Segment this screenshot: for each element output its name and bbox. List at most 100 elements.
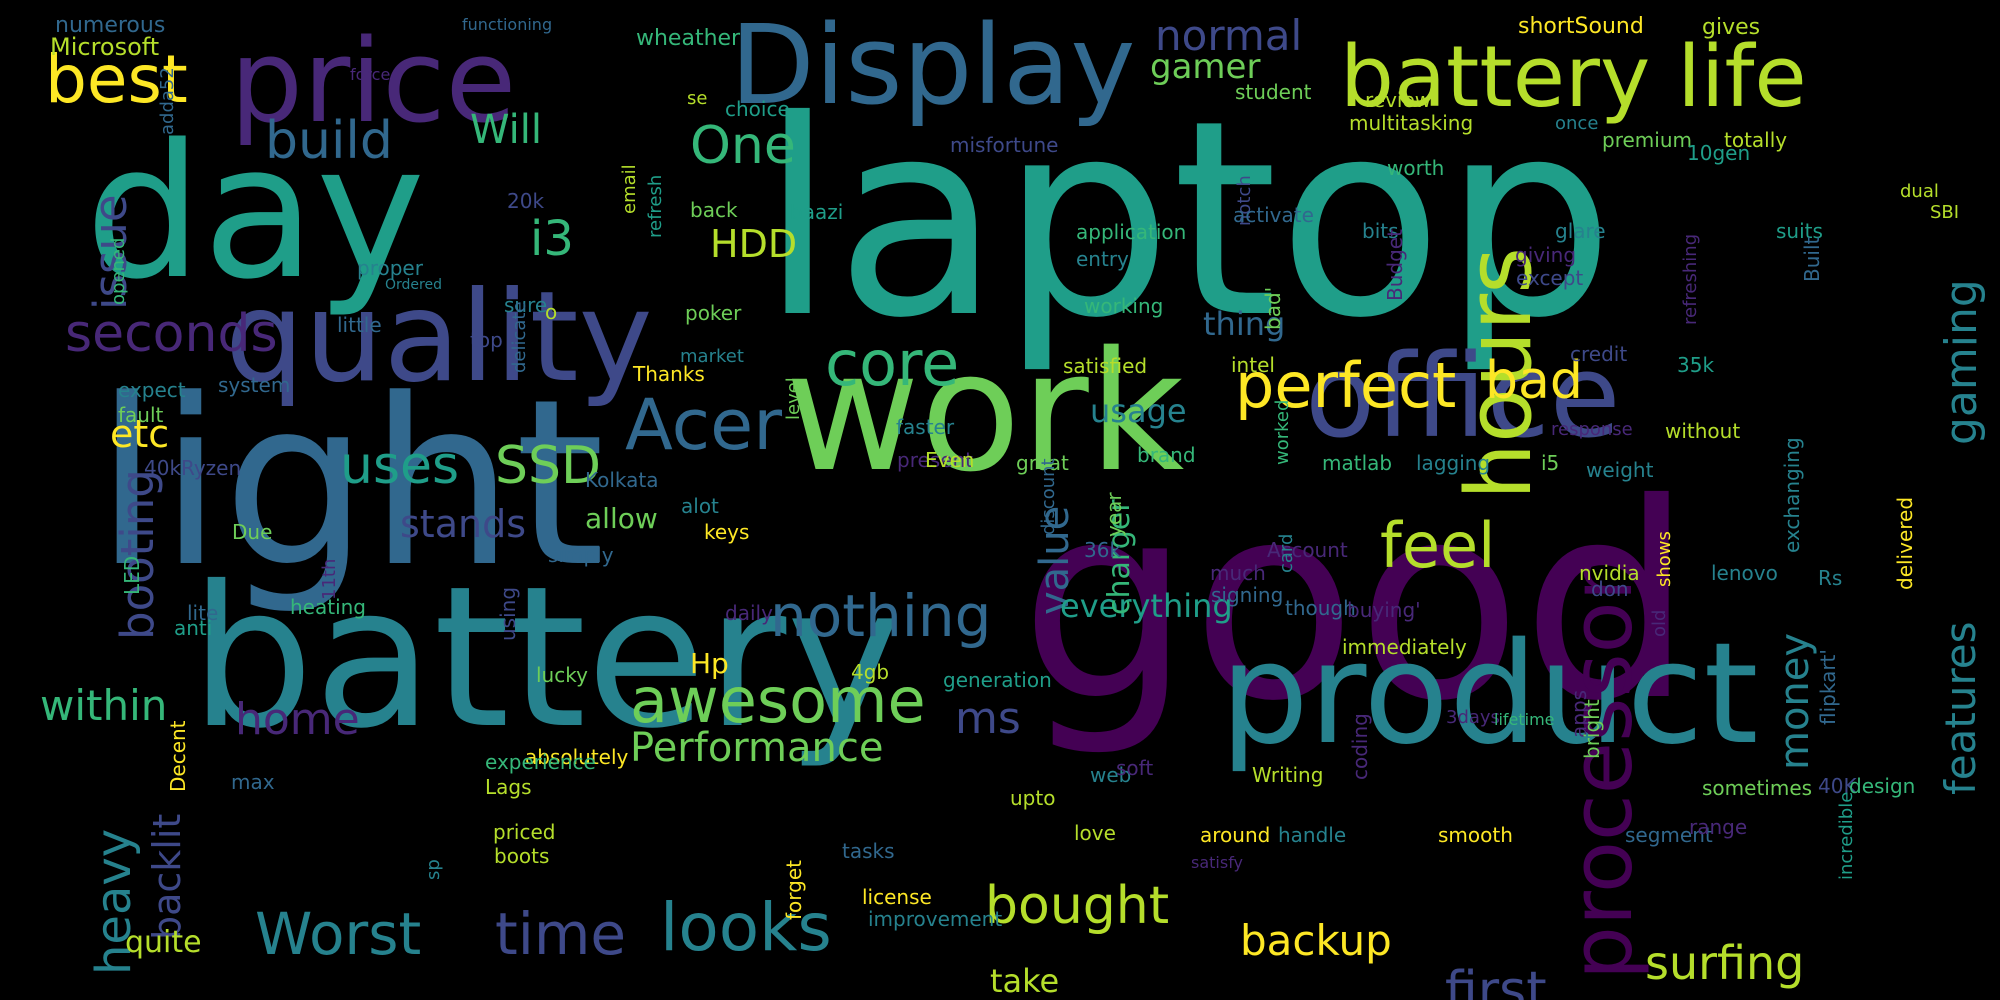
cloud-word: once xyxy=(1555,113,1599,134)
cloud-word: worth xyxy=(1387,156,1445,180)
cloud-word: smooth xyxy=(1438,823,1513,847)
cloud-word: Worst xyxy=(255,900,422,968)
cloud-word: forget xyxy=(782,860,806,920)
cloud-word: application xyxy=(1076,220,1187,244)
cloud-word: max xyxy=(231,770,275,794)
cloud-word: giving xyxy=(1515,243,1577,267)
cloud-word: Microsoft xyxy=(50,33,160,61)
cloud-word: brand xyxy=(1137,443,1196,467)
cloud-word: review xyxy=(1365,88,1432,112)
cloud-word: battery xyxy=(190,544,902,771)
cloud-word: don xyxy=(1591,577,1629,601)
cloud-word: present xyxy=(897,448,974,472)
cloud-word: buying' xyxy=(1347,598,1421,622)
cloud-word: feel xyxy=(1380,509,1496,582)
cloud-word: faster xyxy=(896,415,955,439)
cloud-word: poker xyxy=(685,301,742,325)
cloud-word: i5 xyxy=(1541,451,1560,475)
cloud-word: sure xyxy=(504,293,548,317)
cloud-word: stands xyxy=(400,502,526,546)
cloud-word: shortSound xyxy=(1518,14,1644,39)
cloud-word: level xyxy=(783,377,804,420)
cloud-word: laptop xyxy=(760,62,1615,377)
cloud-word: home xyxy=(235,694,360,745)
cloud-word: processor xyxy=(1553,566,1652,980)
cloud-word: choice xyxy=(725,97,790,121)
cloud-word: Thanks xyxy=(633,362,705,386)
cloud-word: keys xyxy=(704,520,750,544)
cloud-word: 11th xyxy=(319,558,340,600)
cloud-word: credit xyxy=(1570,342,1628,366)
cloud-word: absolutely xyxy=(525,745,629,769)
cloud-word: little xyxy=(337,313,382,337)
cloud-word: anti xyxy=(174,616,213,640)
cloud-word: heating xyxy=(290,595,367,619)
cloud-word: usage xyxy=(1090,392,1187,430)
cloud-word: Lags xyxy=(485,775,532,799)
cloud-word: love xyxy=(1074,821,1116,845)
cloud-word: Display xyxy=(730,1,1136,129)
cloud-word: quality xyxy=(225,265,653,410)
cloud-word: old xyxy=(1649,609,1670,637)
cloud-word: booting xyxy=(111,469,164,640)
cloud-word: Rs xyxy=(1818,566,1843,590)
cloud-word: activate xyxy=(1233,203,1314,227)
cloud-word: gaming xyxy=(1936,279,1987,445)
cloud-word: first xyxy=(1445,961,1547,1000)
cloud-word: LED xyxy=(120,555,144,595)
cloud-word: work xyxy=(785,316,1185,508)
cloud-word: 20k xyxy=(507,189,545,213)
cloud-word: design xyxy=(1849,774,1916,798)
cloud-word: email xyxy=(619,164,640,214)
cloud-word: exchanging xyxy=(1780,437,1804,553)
cloud-word: fault xyxy=(118,403,164,427)
cloud-word: o xyxy=(545,300,558,324)
cloud-word: delicate xyxy=(509,301,530,373)
cloud-word: i3 xyxy=(530,211,574,267)
cloud-word: system xyxy=(218,373,291,397)
cloud-word: time xyxy=(495,900,627,968)
cloud-word: top xyxy=(470,328,503,352)
cloud-word: Acer xyxy=(625,384,782,466)
cloud-word: lifetime xyxy=(1494,710,1555,729)
cloud-word: student xyxy=(1235,80,1312,104)
cloud-word: nothing xyxy=(770,582,992,650)
cloud-word: force xyxy=(350,65,391,84)
cloud-word: entry xyxy=(1076,247,1129,271)
cloud-word: expect xyxy=(118,378,186,402)
cloud-word: upto xyxy=(1010,786,1056,810)
cloud-word: year xyxy=(1102,492,1126,537)
cloud-word: tasks xyxy=(842,839,895,863)
cloud-word: worked xyxy=(1272,399,1293,465)
cloud-word: bad xyxy=(1485,351,1583,411)
cloud-word: Will xyxy=(470,107,543,153)
cloud-word: much xyxy=(1210,561,1266,585)
cloud-word: card xyxy=(1276,533,1297,573)
cloud-word: lite xyxy=(187,601,219,625)
cloud-word: 36k xyxy=(1084,538,1122,562)
cloud-word: back xyxy=(690,198,738,222)
cloud-word: coding xyxy=(1348,713,1372,780)
cloud-word: totally xyxy=(1724,128,1788,152)
cloud-word: immediately xyxy=(1342,635,1467,659)
cloud-word: refresh xyxy=(645,174,666,238)
cloud-word: take xyxy=(990,962,1060,1000)
cloud-word: working xyxy=(1084,294,1164,318)
cloud-word: except xyxy=(1516,266,1584,290)
cloud-word: alot xyxy=(681,494,719,518)
cloud-word: Performance xyxy=(630,725,884,771)
cloud-word: HDD xyxy=(710,222,798,266)
cloud-word: se xyxy=(687,88,708,109)
cloud-word: range xyxy=(1689,815,1748,839)
cloud-word: within xyxy=(40,681,168,730)
cloud-word: seconds xyxy=(65,304,278,364)
cloud-word: day xyxy=(85,104,426,320)
cloud-word: shows xyxy=(1654,531,1675,587)
cloud-word: response xyxy=(1551,419,1633,440)
cloud-word: simply xyxy=(548,543,614,567)
cloud-word: light xyxy=(95,351,605,618)
cloud-word: market xyxy=(680,346,744,367)
cloud-word: adda52 xyxy=(157,67,178,135)
cloud-word: battery life xyxy=(1340,28,1807,127)
cloud-word: SSD xyxy=(495,436,602,496)
